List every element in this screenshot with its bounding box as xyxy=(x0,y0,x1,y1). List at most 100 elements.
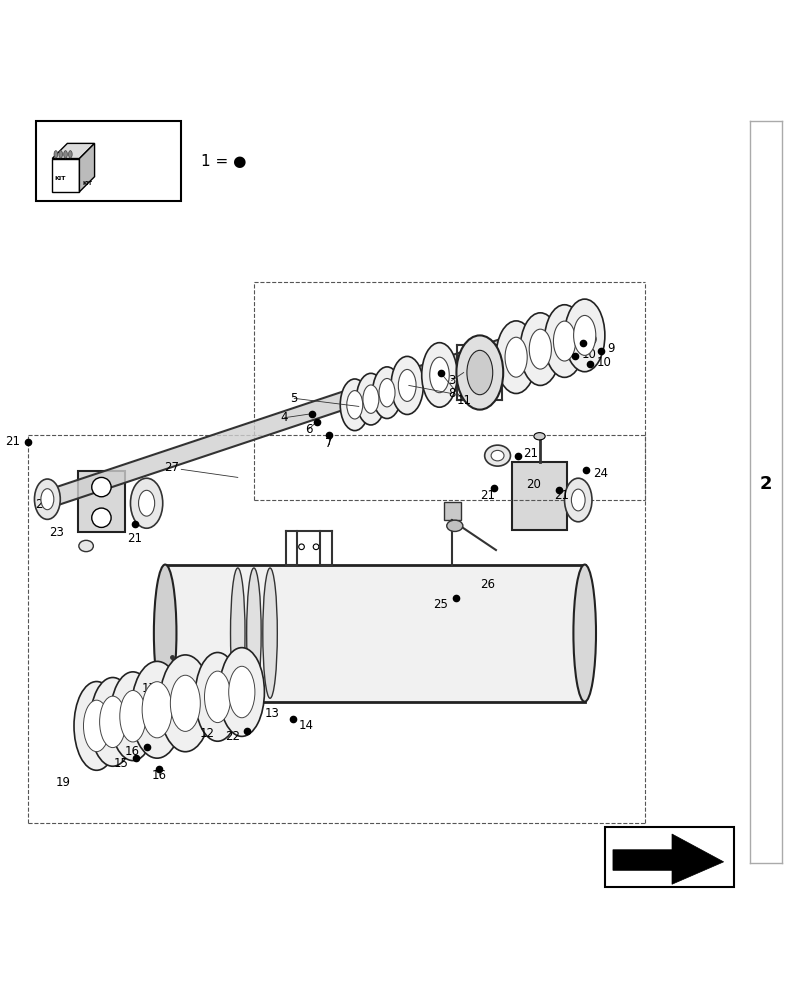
Text: 1 = ●: 1 = ● xyxy=(201,154,247,169)
Ellipse shape xyxy=(219,648,264,736)
Text: 10: 10 xyxy=(581,348,595,361)
Ellipse shape xyxy=(529,329,551,369)
Ellipse shape xyxy=(100,696,126,748)
Text: 25: 25 xyxy=(432,598,447,611)
Ellipse shape xyxy=(573,565,595,702)
Ellipse shape xyxy=(504,337,526,377)
Text: 12: 12 xyxy=(200,727,214,740)
Bar xyxy=(443,502,461,520)
Text: 23: 23 xyxy=(49,526,63,539)
Text: 27: 27 xyxy=(164,461,179,474)
Ellipse shape xyxy=(92,477,111,497)
Ellipse shape xyxy=(429,357,448,393)
Ellipse shape xyxy=(421,343,457,407)
Text: 21: 21 xyxy=(127,532,142,545)
Ellipse shape xyxy=(340,379,369,431)
Ellipse shape xyxy=(34,479,60,519)
Ellipse shape xyxy=(496,321,535,394)
Ellipse shape xyxy=(456,335,503,410)
Ellipse shape xyxy=(398,369,415,401)
Ellipse shape xyxy=(356,373,385,425)
Ellipse shape xyxy=(63,151,67,158)
Ellipse shape xyxy=(553,321,575,361)
Polygon shape xyxy=(612,834,723,884)
Ellipse shape xyxy=(54,151,58,158)
Ellipse shape xyxy=(466,350,492,395)
Text: 8: 8 xyxy=(448,387,455,400)
Text: 9: 9 xyxy=(607,342,614,355)
Text: 18: 18 xyxy=(143,697,158,710)
Bar xyxy=(78,471,125,532)
Ellipse shape xyxy=(195,652,240,741)
Ellipse shape xyxy=(247,568,261,698)
Text: 14: 14 xyxy=(298,719,314,732)
Bar xyxy=(604,827,733,887)
Text: 20: 20 xyxy=(526,478,541,491)
Ellipse shape xyxy=(139,490,154,516)
Text: KIT: KIT xyxy=(54,176,66,181)
Ellipse shape xyxy=(229,666,255,718)
Text: 21: 21 xyxy=(523,447,538,460)
Ellipse shape xyxy=(379,378,394,407)
Ellipse shape xyxy=(74,682,119,770)
Polygon shape xyxy=(79,143,94,192)
Text: 5: 5 xyxy=(290,392,298,405)
Ellipse shape xyxy=(391,356,423,414)
Polygon shape xyxy=(52,159,79,192)
Ellipse shape xyxy=(131,478,162,528)
Ellipse shape xyxy=(153,565,176,702)
Ellipse shape xyxy=(230,568,245,698)
Ellipse shape xyxy=(543,305,584,377)
Polygon shape xyxy=(165,565,584,702)
Ellipse shape xyxy=(484,445,510,466)
Ellipse shape xyxy=(204,671,230,723)
Ellipse shape xyxy=(84,700,109,752)
Ellipse shape xyxy=(159,655,211,752)
Text: 26: 26 xyxy=(480,578,495,591)
Text: 16: 16 xyxy=(152,769,167,782)
Text: 21: 21 xyxy=(554,489,569,502)
Ellipse shape xyxy=(41,489,54,510)
Ellipse shape xyxy=(573,315,595,355)
Ellipse shape xyxy=(564,478,591,522)
Ellipse shape xyxy=(446,520,462,531)
Ellipse shape xyxy=(131,661,182,758)
Text: 7: 7 xyxy=(324,437,333,450)
Text: 6: 6 xyxy=(305,423,312,436)
Text: 21: 21 xyxy=(5,435,20,448)
Ellipse shape xyxy=(90,677,135,766)
Text: 22: 22 xyxy=(225,730,240,743)
Ellipse shape xyxy=(564,299,604,372)
Text: 21: 21 xyxy=(480,489,495,502)
Text: 19: 19 xyxy=(56,776,71,789)
Ellipse shape xyxy=(170,675,200,731)
Bar xyxy=(512,462,566,530)
Text: 9: 9 xyxy=(589,334,596,347)
Text: 15: 15 xyxy=(113,757,128,770)
Ellipse shape xyxy=(363,385,379,413)
FancyBboxPatch shape xyxy=(36,121,181,201)
Polygon shape xyxy=(44,330,528,510)
Ellipse shape xyxy=(372,367,401,419)
Ellipse shape xyxy=(263,568,277,698)
Ellipse shape xyxy=(491,450,504,461)
Text: 11: 11 xyxy=(456,394,470,407)
Ellipse shape xyxy=(120,690,146,742)
Text: 16: 16 xyxy=(124,745,139,758)
Ellipse shape xyxy=(68,151,72,158)
Text: KIT: KIT xyxy=(83,181,92,186)
Ellipse shape xyxy=(142,682,172,738)
Text: 17: 17 xyxy=(141,682,157,695)
Ellipse shape xyxy=(571,489,585,511)
Polygon shape xyxy=(52,143,94,159)
Ellipse shape xyxy=(79,540,93,552)
Text: 24: 24 xyxy=(592,467,607,480)
Ellipse shape xyxy=(92,508,111,527)
Text: 3: 3 xyxy=(448,374,455,387)
Ellipse shape xyxy=(110,672,155,761)
Ellipse shape xyxy=(58,151,62,158)
Text: 20: 20 xyxy=(35,498,50,511)
Ellipse shape xyxy=(533,433,544,440)
Ellipse shape xyxy=(520,313,560,385)
Text: 2: 2 xyxy=(759,475,771,493)
